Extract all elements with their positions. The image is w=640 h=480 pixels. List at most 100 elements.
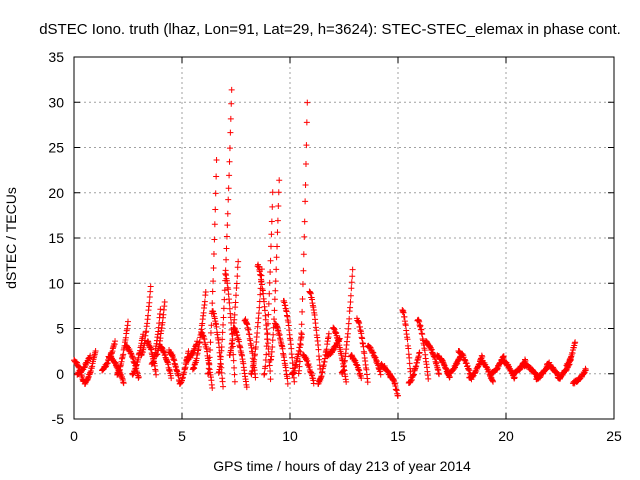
data-point: [268, 218, 275, 225]
data-point: [264, 320, 271, 327]
data-point: [243, 384, 250, 391]
data-point: [145, 312, 152, 319]
data-point: [296, 363, 303, 370]
data-point: [270, 331, 277, 338]
arc-series: [347, 352, 365, 382]
arc-series: [114, 318, 131, 378]
arc-series: [248, 266, 265, 378]
data-point: [301, 218, 308, 225]
x-tick-label: 5: [178, 428, 186, 444]
data-point: [135, 374, 142, 381]
data-point: [226, 158, 233, 165]
data-point: [233, 292, 239, 299]
data-point: [268, 231, 275, 238]
data-point: [261, 370, 268, 377]
data-point: [220, 305, 227, 312]
arc-series: [74, 352, 94, 378]
data-point: [224, 222, 231, 229]
data-point: [92, 347, 99, 354]
arc-series: [399, 306, 414, 381]
data-point: [266, 362, 273, 369]
data-point: [210, 265, 217, 272]
data-point: [271, 316, 278, 323]
data-point: [221, 296, 228, 303]
data-point: [217, 360, 224, 367]
arc-series: [289, 331, 305, 378]
data-point: [253, 339, 260, 346]
data-point: [219, 378, 226, 385]
data-point: [233, 280, 240, 287]
data-point: [161, 299, 168, 306]
arc-series: [353, 315, 371, 386]
data-point: [267, 368, 274, 375]
x-axis-label: GPS time / hours of day 213 of year 2014: [213, 458, 471, 474]
data-point: [284, 375, 291, 382]
data-point: [125, 318, 131, 325]
data-point: [347, 292, 354, 299]
data-point: [153, 371, 160, 378]
data-point: [208, 322, 215, 329]
arc-series: [386, 370, 401, 399]
arc-series: [280, 297, 298, 385]
data-point: [219, 336, 226, 343]
data-point: [269, 203, 276, 210]
y-tick-label: -5: [52, 411, 65, 427]
data-point: [345, 325, 352, 332]
data-point: [271, 296, 278, 303]
arc-series: [299, 351, 317, 387]
data-point: [227, 314, 234, 321]
data-point: [147, 283, 154, 290]
data-point: [315, 346, 322, 353]
data-point: [269, 337, 276, 344]
data-point: [264, 340, 271, 347]
data-point: [273, 266, 280, 273]
data-point: [207, 329, 214, 336]
x-tick-label: 15: [390, 428, 406, 444]
data-point: [206, 354, 213, 361]
data-point: [302, 181, 309, 188]
data-point: [266, 279, 273, 286]
data-point: [231, 311, 238, 318]
arc-series: [105, 352, 127, 387]
data-point: [213, 173, 220, 180]
data-point: [224, 210, 231, 217]
data-point: [210, 251, 217, 258]
arc-series: [189, 288, 209, 373]
arc-series: [455, 347, 475, 383]
data-point: [404, 336, 411, 343]
data-point: [262, 363, 269, 370]
data-point: [112, 338, 119, 345]
data-point: [343, 378, 350, 385]
data-point: [231, 378, 238, 385]
data-point: [269, 189, 276, 196]
data-point: [303, 119, 310, 126]
data-point: [407, 368, 414, 375]
data-point: [276, 177, 283, 184]
arc-series: [433, 352, 453, 381]
arc-series: [157, 343, 175, 382]
data-point: [223, 256, 230, 263]
data-point: [207, 339, 214, 346]
arc-series: [153, 299, 168, 359]
data-point: [220, 314, 227, 321]
data-point: [349, 273, 356, 280]
arc-series: [215, 86, 235, 376]
data-point: [209, 384, 216, 391]
data-point: [232, 299, 239, 306]
data-point: [230, 357, 237, 364]
data-point: [212, 206, 219, 213]
data-point: [157, 306, 164, 313]
data-point: [406, 360, 413, 367]
data-point: [220, 321, 227, 328]
data-point: [168, 375, 175, 382]
arc-series: [271, 320, 291, 387]
x-tick-label: 25: [606, 428, 622, 444]
data-point: [213, 323, 220, 330]
data-point: [223, 233, 230, 240]
data-point: [223, 245, 230, 252]
data-point: [325, 330, 332, 337]
data-point: [288, 345, 295, 352]
data-point: [211, 236, 218, 243]
arc-series: [306, 288, 324, 372]
data-point: [298, 321, 305, 328]
